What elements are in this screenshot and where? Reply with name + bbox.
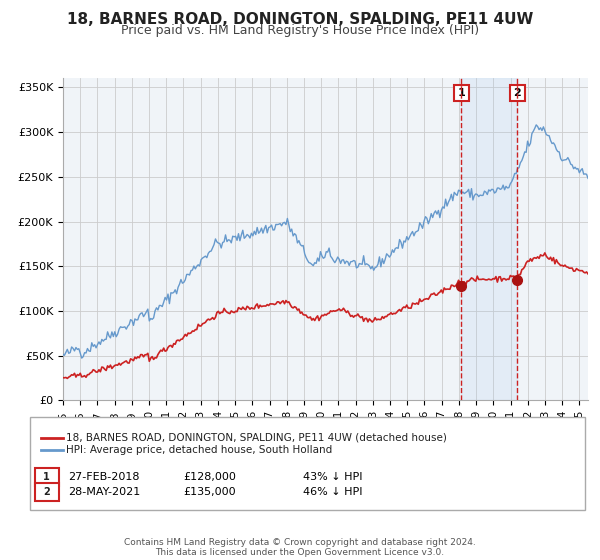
Text: £128,000: £128,000 [183, 472, 236, 482]
Text: HPI: Average price, detached house, South Holland: HPI: Average price, detached house, Sout… [66, 445, 332, 455]
Text: 18, BARNES ROAD, DONINGTON, SPALDING, PE11 4UW: 18, BARNES ROAD, DONINGTON, SPALDING, PE… [67, 12, 533, 27]
Text: 27-FEB-2018: 27-FEB-2018 [68, 472, 139, 482]
Text: 28-MAY-2021: 28-MAY-2021 [68, 487, 140, 497]
Text: 2: 2 [43, 487, 50, 497]
Text: Contains HM Land Registry data © Crown copyright and database right 2024.
This d: Contains HM Land Registry data © Crown c… [124, 538, 476, 557]
Text: 1: 1 [43, 472, 50, 482]
Bar [461, 78, 517, 400]
Text: 2: 2 [514, 88, 521, 98]
Text: 46% ↓ HPI: 46% ↓ HPI [303, 487, 362, 497]
Text: Price paid vs. HM Land Registry's House Price Index (HPI): Price paid vs. HM Land Registry's House … [121, 24, 479, 37]
Text: 1: 1 [458, 88, 466, 98]
Text: 18, BARNES ROAD, DONINGTON, SPALDING, PE11 4UW (detached house): 18, BARNES ROAD, DONINGTON, SPALDING, PE… [66, 433, 447, 443]
Text: £135,000: £135,000 [183, 487, 236, 497]
Text: 43% ↓ HPI: 43% ↓ HPI [303, 472, 362, 482]
